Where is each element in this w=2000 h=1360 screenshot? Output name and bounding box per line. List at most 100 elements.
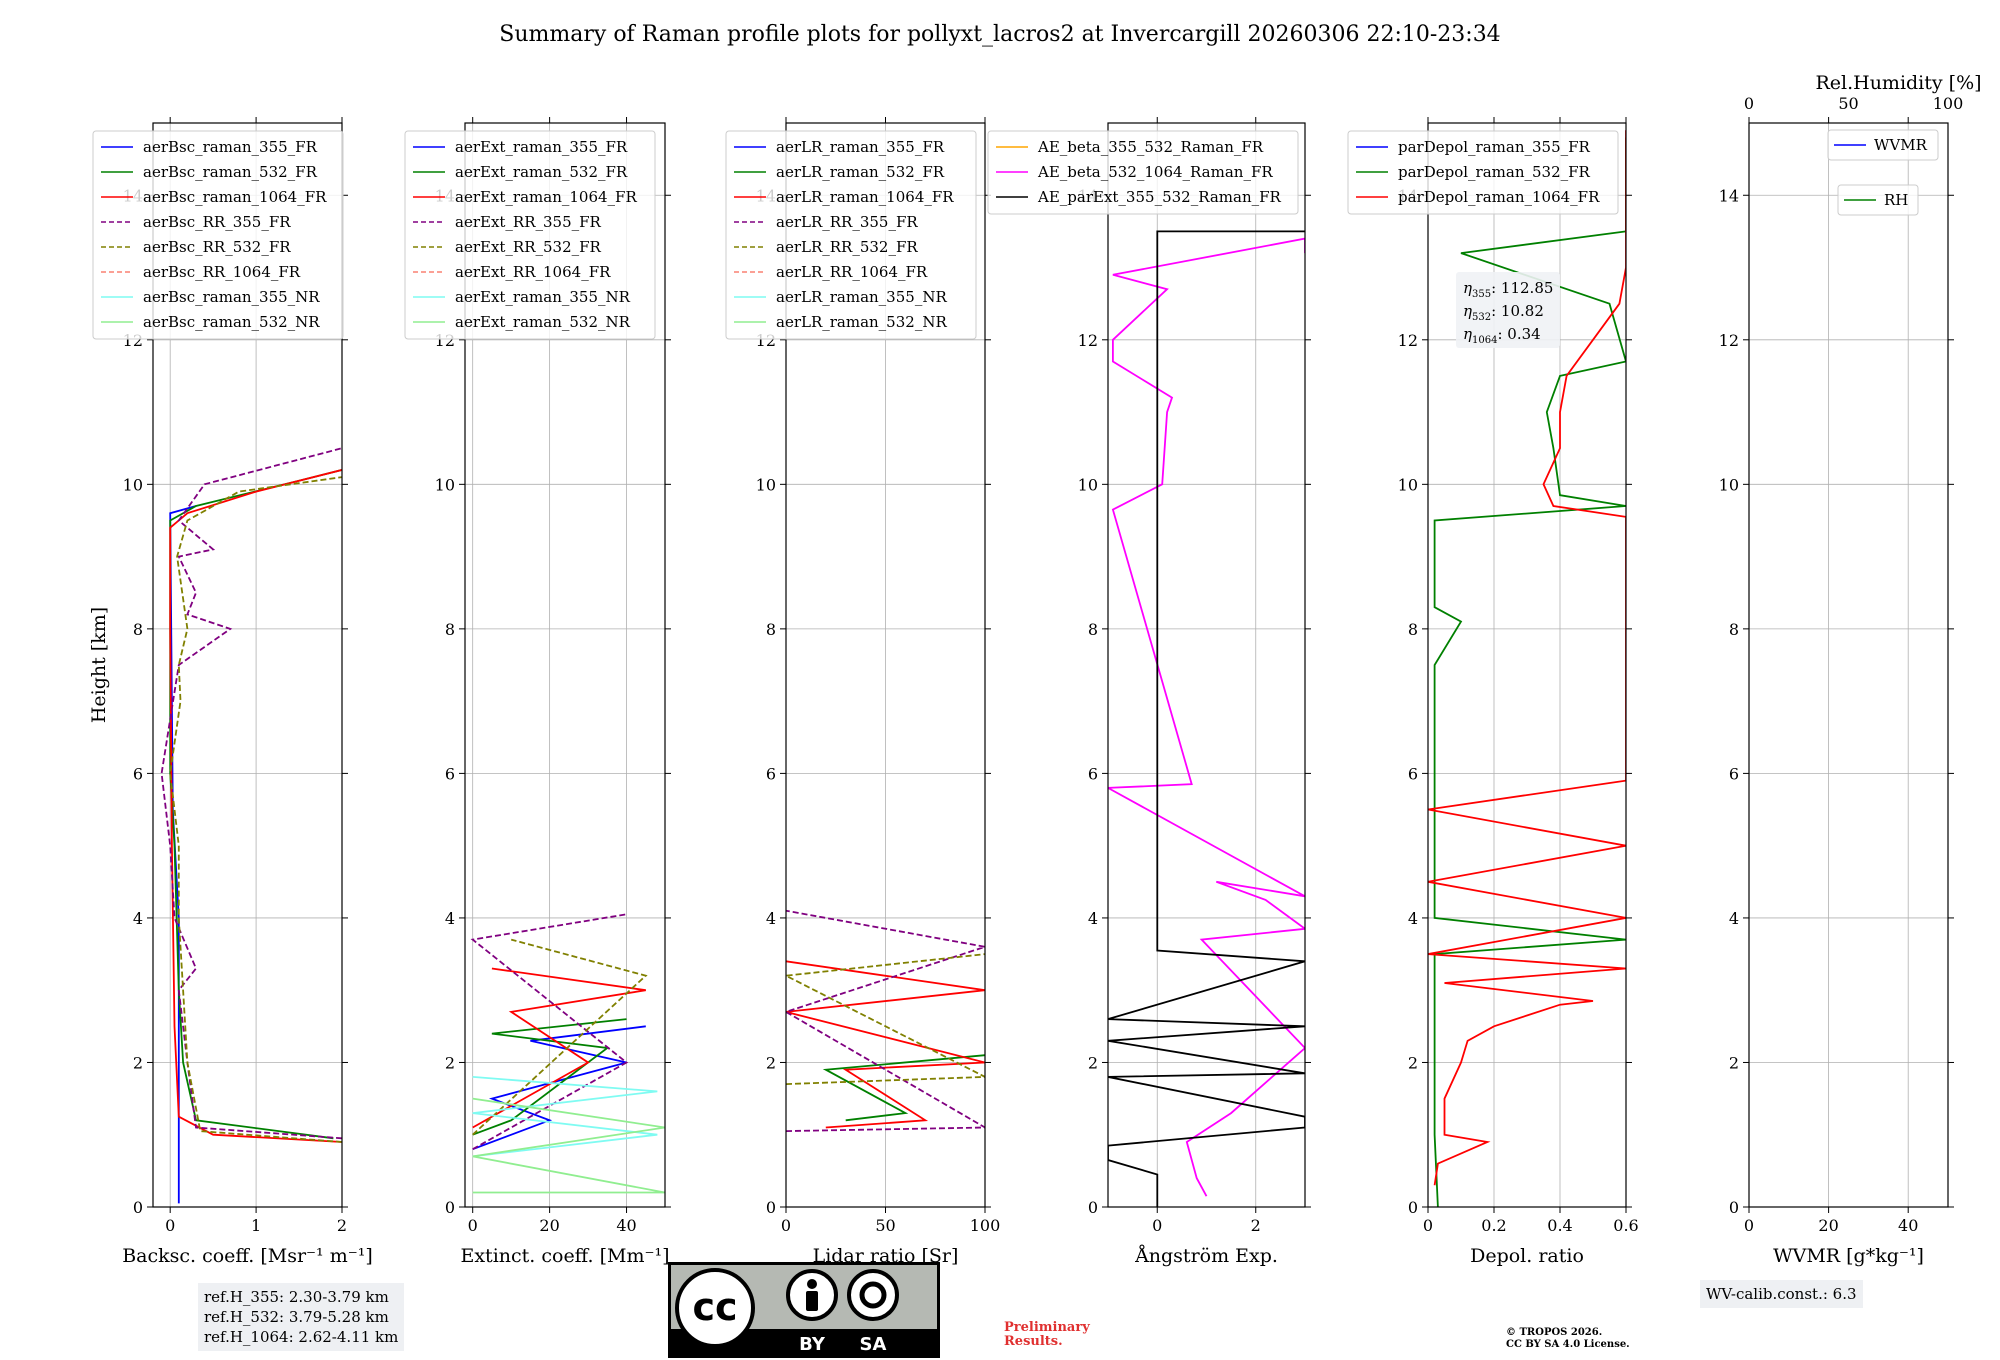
y-tick-label: 2 [1729,1053,1739,1072]
y-tick-label: 4 [1729,909,1739,928]
legend-entry: aerBsc_raman_355_NR [143,288,320,306]
panel-4: 0202468101214Ångström Exp.AE_beta_355_53… [987,117,1311,1267]
legend-entry: aerExt_raman_532_FR [455,163,628,181]
preliminary-line-2: Results. [1004,1334,1063,1349]
legend-entry: parDepol_raman_1064_FR [1398,188,1600,206]
series-line-aerExt_raman_532_NR [472,1097,665,1194]
series-line-parDepol_raman_1064_FR [1428,130,1626,1186]
legend-box [404,130,656,340]
top-x-tick-label: 0 [1744,94,1754,113]
series-line-aerExt_raman_355_NR [472,1076,658,1158]
sa-share-icon [847,1269,899,1321]
y-tick-label: 14 [1719,186,1739,205]
y-tick-label: 10 [1719,475,1739,494]
cc-by-sa-badge: cc BY SA [668,1262,940,1358]
copyright-note: © TROPOS 2026. CC BY SA 4.0 License. [1506,1327,1630,1351]
x-tick-label: 20 [1818,1216,1838,1235]
panel-2: 0204002468101214Extinct. coeff. [Mm⁻¹]ae… [404,117,671,1267]
legend-entry: parDepol_raman_355_FR [1398,138,1591,156]
y-tick-label: 4 [445,909,455,928]
axes-frame [152,122,343,1208]
preliminary-note: Preliminary Results. [1004,1321,1090,1349]
x-tick-label: 0 [468,1216,478,1235]
wv-calib-box: WV-calib.const.: 6.3 [1700,1280,1863,1308]
y-tick-label: 12 [1398,331,1418,350]
panel-1: 01202468101214Backsc. coeff. [Msr⁻¹ m⁻¹]… [92,117,373,1267]
y-tick-label: 12 [1078,331,1098,350]
x-tick-label: 0 [781,1216,791,1235]
legend-entry: aerLR_raman_1064_FR [776,188,954,206]
legend-entry: aerExt_RR_1064_FR [455,263,611,281]
copyright-line-2: CC BY SA 4.0 License. [1506,1339,1630,1350]
y-tick-label: 10 [756,475,776,494]
x-tick-label: 0.4 [1547,1216,1572,1235]
x-tick-label: 20 [539,1216,559,1235]
legend-entry: aerLR_raman_532_FR [776,163,945,181]
legend-entry: aerBsc_raman_355_FR [143,138,318,156]
panel-5: 00.20.40.602468101214Depol. ratioparDepo… [1347,117,1639,1267]
sa-label: SA [860,1334,887,1355]
y-tick-label: 10 [435,475,455,494]
y-tick-label: 0 [1729,1198,1739,1217]
top-x-tick-label: 50 [1838,94,1858,113]
x-tick-label: 2 [1251,1216,1261,1235]
legend-entry: aerLR_RR_532_FR [776,238,918,256]
y-tick-label: 6 [1408,764,1418,783]
legend-entry: aerBsc_raman_532_FR [143,163,318,181]
y-tick-label: 6 [1088,764,1098,783]
legend-entry: aerExt_RR_355_FR [455,213,602,231]
x-tick-label: 40 [1898,1216,1918,1235]
y-tick-label: 6 [445,764,455,783]
y-tick-label: 2 [766,1053,776,1072]
eta-line: η1064: 0.34 [1463,325,1541,346]
legend-entry: aerExt_raman_532_NR [455,313,631,331]
y-tick-label: 0 [1408,1198,1418,1217]
axes-frame [1107,122,1306,1208]
legend-entry: RH [1884,191,1908,209]
legend-entry: AE_beta_532_1064_Raman_FR [1037,163,1273,181]
figure-title: Summary of Raman profile plots for polly… [499,22,1501,47]
y-tick-label: 8 [133,620,143,639]
y-tick-label: 8 [1408,620,1418,639]
legend-entry: WVMR [1874,136,1928,154]
legend-entry: aerBsc_raman_532_NR [143,313,320,331]
legend-box [92,130,344,340]
eta-line: η355: 112.85 [1463,279,1553,300]
legend-box [1837,184,1919,216]
legend-entry: AE_beta_355_532_Raman_FR [1037,138,1264,156]
y-tick-label: 8 [1088,620,1098,639]
y-tick-label: 8 [445,620,455,639]
x-tick-label: 0 [1423,1216,1433,1235]
series-line-aerBsc_RR_355_FR [160,447,342,1140]
cc-logo-text: cc [692,1285,737,1329]
x-tick-label: 40 [616,1216,636,1235]
legend-entry: aerBsc_RR_355_FR [143,213,291,231]
legend-entry: aerBsc_raman_1064_FR [143,188,327,206]
x-tick-label: 1 [251,1216,261,1235]
x-tick-label: 50 [875,1216,895,1235]
series-line-aerLR_raman_532_FR [822,1054,985,1122]
x-tick-label: 0 [1152,1216,1162,1235]
ref-heights-box: ref.H_355: 2.30-3.79 km ref.H_532: 3.79-… [198,1283,405,1351]
y-tick-label: 4 [133,909,143,928]
x-tick-label: 0.2 [1481,1216,1506,1235]
eta-box [1456,272,1560,348]
series-line-aerBsc_RR_532_FR [169,476,342,1143]
legend-entry: aerLR_raman_355_FR [776,138,945,156]
y-tick-label: 2 [445,1053,455,1072]
ref-height-532: ref.H_532: 3.79-5.28 km [204,1308,389,1326]
axes-frame [1427,122,1627,1208]
by-label: BY [799,1334,826,1355]
legend-box [1827,129,1939,161]
y-tick-label: 10 [123,475,143,494]
legend-entry: AE_parExt_355_532_Raman_FR [1037,188,1282,206]
y-tick-label: 4 [1088,909,1098,928]
legend-entry: aerLR_RR_1064_FR [776,263,928,281]
legend-entry: aerExt_raman_355_NR [455,288,631,306]
series-line-aerLR_raman_1064_FR [786,960,985,1129]
y-tick-label: 2 [1088,1053,1098,1072]
top-x-tick-label: 100 [1933,94,1964,113]
eta-line: η532: 10.82 [1463,302,1544,323]
